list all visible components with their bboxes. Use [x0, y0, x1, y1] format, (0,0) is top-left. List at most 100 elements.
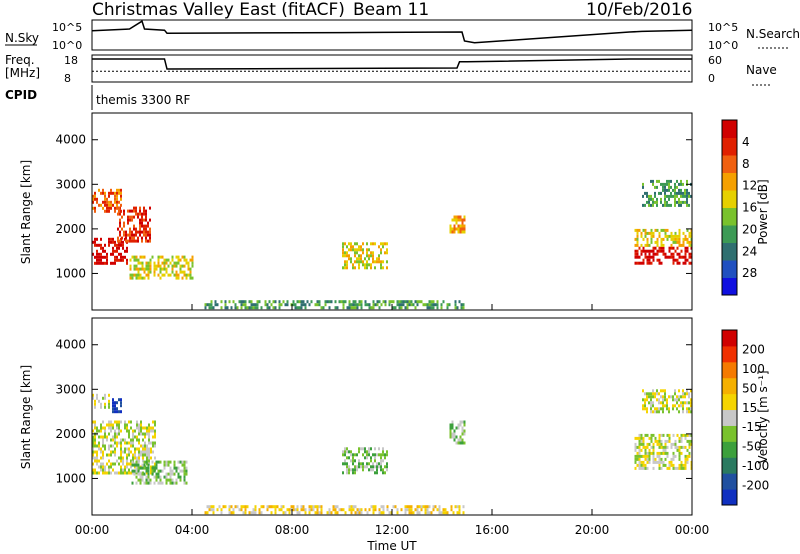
range-cell-8: [666, 404, 668, 408]
range-cell-9: [678, 200, 680, 204]
range-cell-3: [143, 267, 146, 271]
range-cell-3: [163, 264, 166, 268]
range-cell-6: [300, 303, 303, 307]
range-cell-7: [646, 255, 649, 259]
range-cell-8: [638, 228, 641, 232]
range-cell-7: [668, 460, 671, 464]
range-cell-8: [678, 234, 681, 238]
range-cell-2: [116, 410, 118, 414]
range-cell-3: [157, 472, 160, 476]
range-cell-5: [461, 227, 464, 231]
range-cell-8: [640, 231, 643, 235]
range-cell-9: [682, 182, 684, 186]
range-cell-9: [664, 197, 666, 201]
range-cell-6: [450, 505, 453, 509]
range-cell-7: [676, 433, 679, 437]
range-cell-4: [346, 245, 348, 249]
range-cell-6: [284, 511, 287, 515]
range-cell-8: [680, 404, 682, 408]
range-cell-1: [149, 233, 151, 237]
range-cell-6: [308, 505, 311, 509]
range-cell-0: [130, 420, 132, 424]
range-cell-6: [414, 306, 417, 310]
range-cell-7: [666, 454, 669, 458]
range-cell-7: [666, 255, 669, 259]
range-cell-7: [684, 255, 687, 259]
range-cell-3: [141, 472, 144, 476]
range-cell-0: [140, 423, 142, 427]
range-cell-2: [118, 200, 120, 204]
range-cell-3: [157, 261, 160, 265]
range-cell-8: [650, 240, 653, 244]
range-cell-0: [120, 252, 122, 256]
range-cell-4: [380, 248, 382, 252]
range-cell-7: [676, 445, 679, 449]
range-cell-9: [666, 203, 668, 207]
range-cell-2: [106, 206, 108, 210]
range-cell-0: [100, 465, 102, 469]
range-cell-0: [110, 423, 112, 427]
range-cell-2: [110, 206, 112, 210]
range-cell-3: [163, 460, 166, 464]
range-cell-3: [147, 273, 150, 277]
colorbar-tick-label: 100: [742, 362, 765, 376]
range-cell-6: [308, 303, 311, 307]
range-cell-0: [128, 471, 130, 475]
range-cell-0: [104, 468, 106, 472]
range-cell-0: [120, 441, 122, 445]
range-cell-8: [674, 234, 677, 238]
range-cell-5: [463, 441, 466, 445]
range-cell-7: [688, 442, 691, 446]
range-cell-0: [106, 438, 108, 442]
range-cell-6: [208, 303, 211, 307]
range-cell-3: [177, 276, 180, 280]
range-cell-8: [636, 234, 639, 238]
range-cell-6: [242, 300, 245, 304]
range-cell-4: [374, 471, 376, 475]
range-cell-0: [118, 243, 120, 247]
range-cell-6: [448, 303, 451, 307]
colorbar-swatch: [722, 277, 737, 296]
range-cell-6: [256, 303, 259, 307]
range-cell-8: [662, 395, 664, 399]
range-cell-4: [386, 465, 388, 469]
range-cell-7: [652, 448, 655, 452]
range-cell-8: [636, 240, 639, 244]
nsearch-top-tick: 10^5: [708, 21, 738, 34]
range-cell-8: [662, 389, 664, 393]
range-cell-3: [163, 258, 166, 262]
range-cell-9: [656, 197, 658, 201]
range-cell-7: [678, 448, 681, 452]
range-cell-0: [144, 435, 146, 439]
range-cell-0: [132, 444, 134, 448]
range-cell-7: [640, 442, 643, 446]
range-cell-2: [112, 398, 114, 402]
range-cell-7: [656, 451, 659, 455]
range-cell-0: [110, 471, 112, 475]
range-cell-0: [94, 468, 96, 472]
range-cell-6: [426, 508, 429, 512]
range-cell-3: [137, 466, 140, 470]
range-cell-0: [96, 249, 98, 253]
range-cell-1: [149, 236, 151, 240]
range-cell-5: [463, 429, 466, 433]
range-cell-8: [660, 243, 663, 247]
range-cell-7: [674, 442, 677, 446]
range-cell-6: [418, 505, 421, 509]
range-cell-8: [688, 240, 691, 244]
range-cell-4: [366, 453, 368, 457]
range-cell-6: [264, 300, 267, 304]
range-cell-5: [457, 227, 460, 231]
range-cell-0: [102, 246, 104, 250]
range-cell-7: [684, 261, 687, 265]
range-cell-0: [108, 243, 110, 247]
range-cell-0: [146, 462, 148, 466]
range-cell-9: [668, 203, 670, 207]
range-cell-5: [457, 230, 460, 234]
range-cell-4: [352, 263, 354, 267]
range-cell-7: [640, 249, 643, 253]
range-cell-3: [141, 267, 144, 271]
range-cell-0: [150, 456, 152, 460]
range-cell-6: [258, 508, 261, 512]
range-cell-4: [386, 468, 388, 472]
